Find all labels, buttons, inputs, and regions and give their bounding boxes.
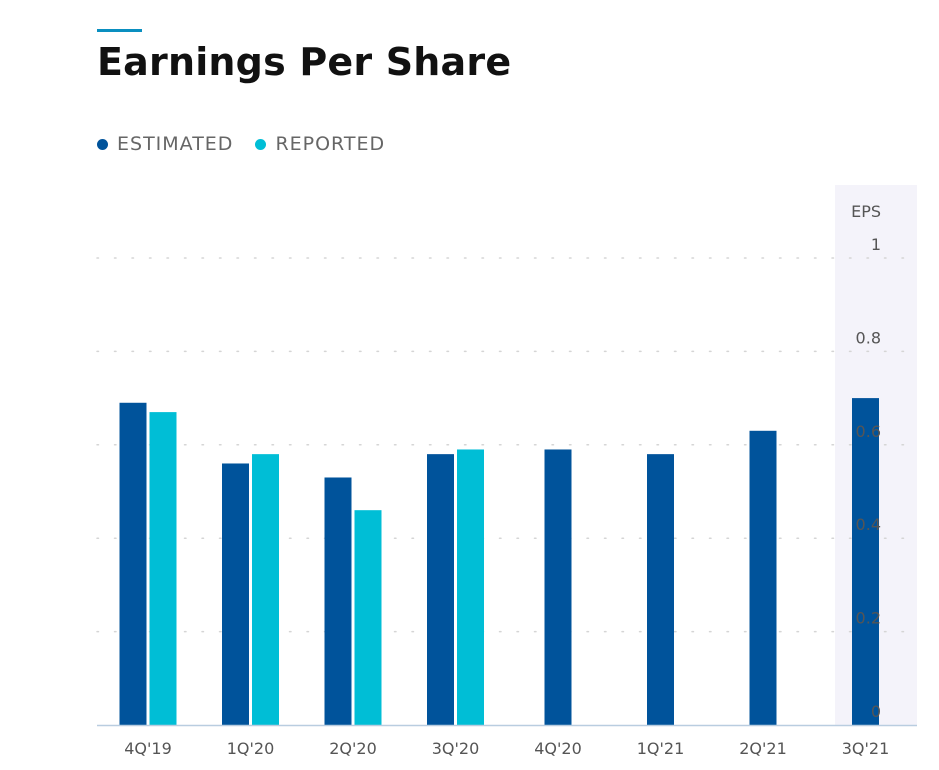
- legend-label-estimated: ESTIMATED: [117, 133, 234, 155]
- bar-reported[interactable]: [457, 449, 484, 725]
- page-title: Earnings Per Share: [97, 40, 512, 84]
- legend-dot-estimated-icon: [97, 138, 108, 150]
- bar-reported[interactable]: [252, 454, 279, 725]
- chart-legend: ESTIMATED REPORTED: [97, 133, 385, 155]
- bar-reported[interactable]: [149, 412, 177, 725]
- y-axis-title: EPS: [851, 202, 881, 221]
- y-tick-label: 0.6: [856, 422, 881, 441]
- x-tick-label: 4Q'19: [124, 739, 172, 758]
- bar-reported[interactable]: [354, 510, 382, 725]
- bar-estimated[interactable]: [852, 398, 879, 725]
- y-tick-label: 1: [871, 235, 881, 254]
- x-tick-label: 3Q'21: [842, 739, 890, 758]
- bar-estimated[interactable]: [119, 402, 147, 725]
- x-axis-labels: 4Q'19 1Q'20 2Q'20 3Q'20 4Q'20 1Q'21 2Q'21 3Q'21: [124, 739, 889, 758]
- bar-estimated[interactable]: [427, 454, 454, 725]
- y-tick-label: 0.8: [856, 328, 881, 347]
- y-axis-ticks: 0 0.2 0.4 0.6 0.8 1: [856, 235, 881, 721]
- x-tick-label: 4Q'20: [534, 739, 582, 758]
- legend-dot-reported-icon: [255, 138, 267, 150]
- y-tick-label: 0.4: [856, 515, 881, 534]
- bar-estimated[interactable]: [324, 477, 352, 725]
- x-tick-label: 1Q'21: [637, 739, 685, 758]
- bar-estimated[interactable]: [222, 463, 249, 725]
- y-tick-label: 0: [871, 702, 881, 721]
- y-tick-label: 0.2: [856, 609, 881, 628]
- legend-item-estimated[interactable]: ESTIMATED: [97, 133, 233, 155]
- bars: [119, 398, 879, 725]
- legend-label-reported: REPORTED: [275, 133, 386, 155]
- x-tick-label: 1Q'20: [227, 739, 275, 758]
- bar-estimated[interactable]: [749, 430, 777, 725]
- grid-lines: [96, 257, 918, 633]
- x-tick-label: 2Q'21: [739, 739, 787, 758]
- bar-estimated[interactable]: [647, 454, 674, 725]
- bar-estimated[interactable]: [544, 449, 572, 725]
- legend-item-reported[interactable]: REPORTED: [255, 133, 385, 155]
- x-tick-label: 2Q'20: [329, 739, 377, 758]
- x-tick-label: 3Q'20: [432, 739, 480, 758]
- title-accent-line: [97, 29, 142, 32]
